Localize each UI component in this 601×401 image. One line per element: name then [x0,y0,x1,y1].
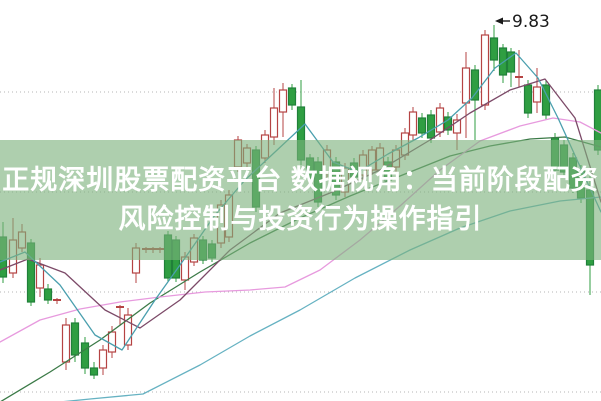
annotation-arrow-head [495,17,503,25]
candle-body [408,111,418,136]
candle-body [80,342,90,369]
candle-body [435,107,445,133]
candle-body [480,34,490,106]
candle-body [506,51,516,73]
candle-body [123,314,133,346]
candle-body [417,117,427,134]
candle-body [426,114,436,139]
candle-body [61,324,71,363]
candle-body [107,331,117,353]
candle-body [70,322,80,356]
candle-body [35,264,45,289]
candle-body [470,69,480,101]
candle-body [287,87,297,106]
candle-body [269,107,279,138]
candle-body [489,37,499,61]
candle-body [452,119,462,134]
candle-body [523,84,533,114]
candle-body [461,67,471,104]
watermark-line-2: 风险控制与投资行为操作指引 [118,204,483,234]
ma-mid-pink [0,117,601,343]
candle-body [443,116,453,131]
candle-body [89,367,99,376]
candle-body [278,89,288,113]
watermark-line-1: 正规深圳股票配资平台 数据视角：当前阶段配资 [2,165,599,195]
candle-body [43,288,53,301]
watermark-band: 正规深圳股票配资平台 数据视角：当前阶段配资 风险控制与投资行为操作指引 [0,140,601,260]
candle-body [98,349,108,369]
candle-body [532,86,542,103]
price-annotation-label: 9.83 [512,12,550,32]
